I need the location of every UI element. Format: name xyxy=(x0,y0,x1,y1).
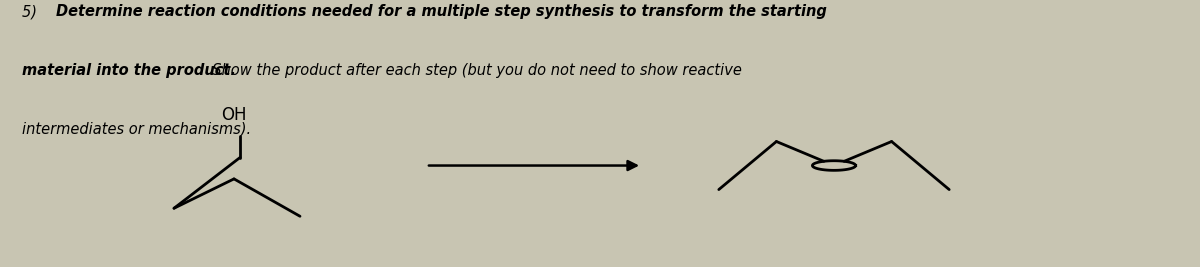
Text: Determine reaction conditions needed for a multiple step synthesis to transform : Determine reaction conditions needed for… xyxy=(56,4,827,19)
Text: OH: OH xyxy=(221,106,247,124)
Text: material into the product.: material into the product. xyxy=(22,63,235,78)
Text: Show the product after each step (but you do not need to show reactive: Show the product after each step (but yo… xyxy=(203,63,742,78)
Text: 5): 5) xyxy=(22,4,41,19)
Text: intermediates or mechanisms).: intermediates or mechanisms). xyxy=(22,121,251,136)
